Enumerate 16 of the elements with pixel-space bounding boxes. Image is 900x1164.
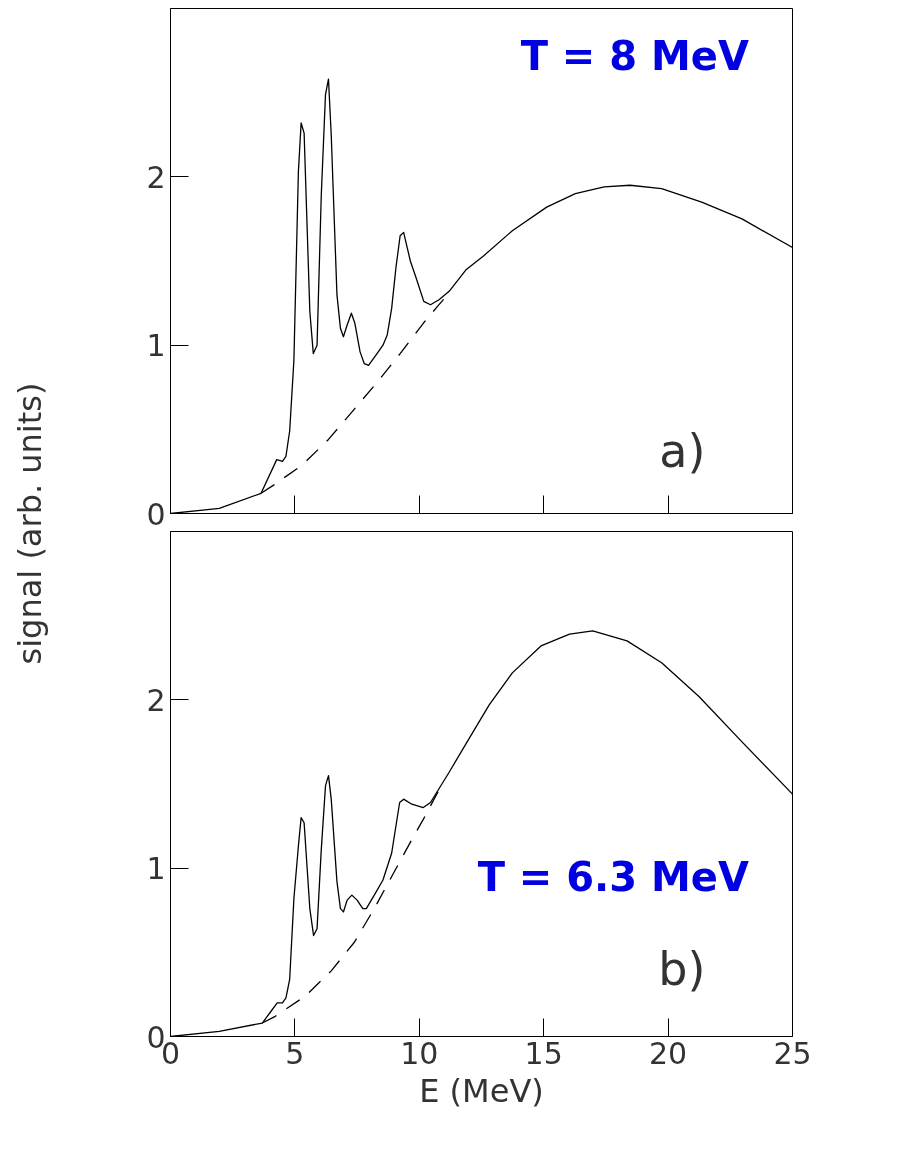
annotation: a) bbox=[659, 424, 706, 479]
x-axis-title: E (MeV) bbox=[419, 1071, 544, 1110]
x-tick-label: 20 bbox=[649, 1035, 688, 1071]
y-tick-label: 1 bbox=[146, 328, 166, 364]
annotation: T = 8 MeV bbox=[520, 33, 749, 80]
y-tick-label: 0 bbox=[146, 496, 166, 532]
x-tick-label: 25 bbox=[773, 1035, 812, 1071]
y-axis-title: signal (arb. units) bbox=[10, 382, 49, 665]
y-tick-label: 2 bbox=[146, 682, 166, 718]
x-tick-label: 15 bbox=[524, 1035, 563, 1071]
annotation: T = 6.3 MeV bbox=[477, 854, 749, 901]
x-tick-label: 10 bbox=[400, 1035, 439, 1071]
annotation: b) bbox=[658, 942, 706, 997]
y-tick-label: 1 bbox=[146, 851, 166, 887]
x-tick-label: 5 bbox=[285, 1035, 305, 1071]
y-tick-label: 2 bbox=[146, 159, 166, 195]
